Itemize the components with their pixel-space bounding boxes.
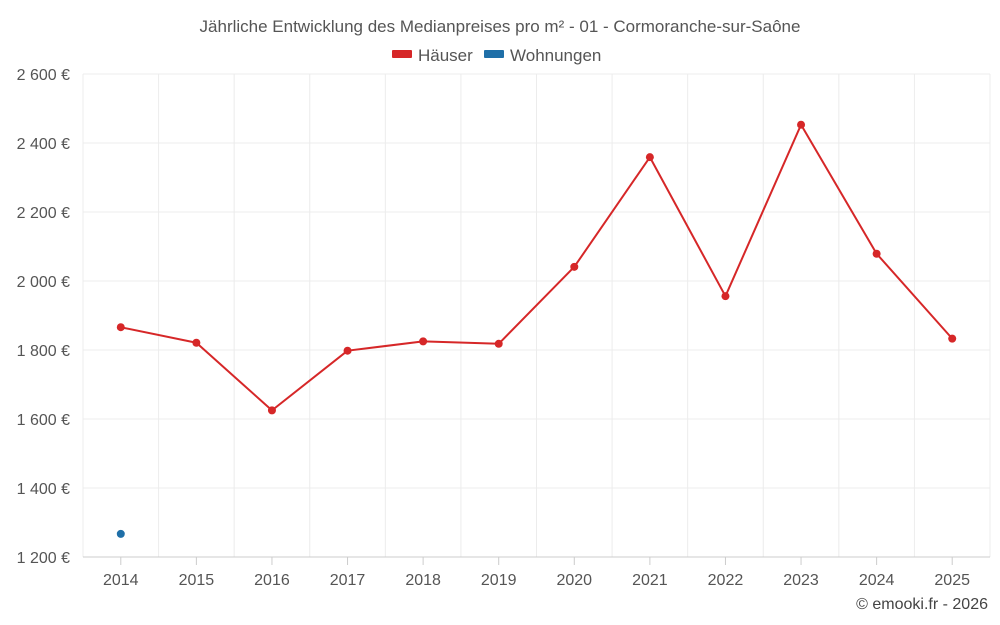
chart-title: Jährliche Entwicklung des Medianpreises … [200,17,801,36]
y-tick-label: 1 600 € [17,412,70,429]
data-point-haeuser[interactable] [494,339,503,348]
y-tick-label: 2 400 € [17,136,70,153]
legend-swatch-wohnungen [484,50,504,58]
y-tick-label: 2 000 € [17,274,70,291]
data-point-haeuser[interactable] [721,292,730,301]
x-tick-label: 2016 [254,572,290,589]
series-haeuser [116,120,957,415]
data-point-haeuser[interactable] [797,120,806,129]
credit-text: © emooki.fr - 2026 [856,596,988,613]
grid-lines [82,73,991,558]
x-tick-label: 2014 [103,572,139,589]
data-point-haeuser[interactable] [948,334,957,343]
y-tick-label: 2 200 € [17,205,70,222]
y-tick-label: 1 400 € [17,481,70,498]
x-tick-label: 2015 [179,572,215,589]
x-tick-label: 2023 [783,572,819,589]
data-point-haeuser[interactable] [116,323,125,332]
data-point-haeuser[interactable] [343,346,352,355]
data-point-wohnungen[interactable] [116,529,125,538]
y-tick-label: 1 200 € [17,550,70,567]
data-point-haeuser[interactable] [645,153,654,162]
data-point-haeuser[interactable] [872,249,881,258]
series [116,120,957,538]
legend-swatch-haeuser [392,50,412,58]
y-tick-label: 1 800 € [17,343,70,360]
x-tick-label: 2019 [481,572,517,589]
x-tick-label: 2018 [405,572,441,589]
data-point-haeuser[interactable] [570,262,579,271]
legend-item-haeuser[interactable]: Häuser [392,46,473,65]
legend-item-wohnungen[interactable]: Wohnungen [484,46,601,65]
x-tick-label: 2022 [708,572,744,589]
axes: 1 200 € 1 400 € 1 600 € 1 800 € 2 000 € 2 200… [17,67,990,589]
legend: Häuser Wohnungen [392,46,601,65]
data-point-haeuser[interactable] [419,337,428,346]
data-point-haeuser[interactable] [267,406,276,415]
series-wohnungen [116,529,125,538]
legend-label-wohnungen: Wohnungen [510,46,601,65]
x-tick-label: 2024 [859,572,895,589]
x-tick-label: 2017 [330,572,366,589]
y-tick-label: 2 600 € [17,67,70,84]
series-line-haeuser [120,123,953,412]
data-point-haeuser[interactable] [192,338,201,347]
x-tick-label: 2021 [632,572,668,589]
x-tick-label: 2020 [556,572,592,589]
legend-label-haeuser: Häuser [418,46,473,65]
x-tick-label: 2025 [934,572,970,589]
